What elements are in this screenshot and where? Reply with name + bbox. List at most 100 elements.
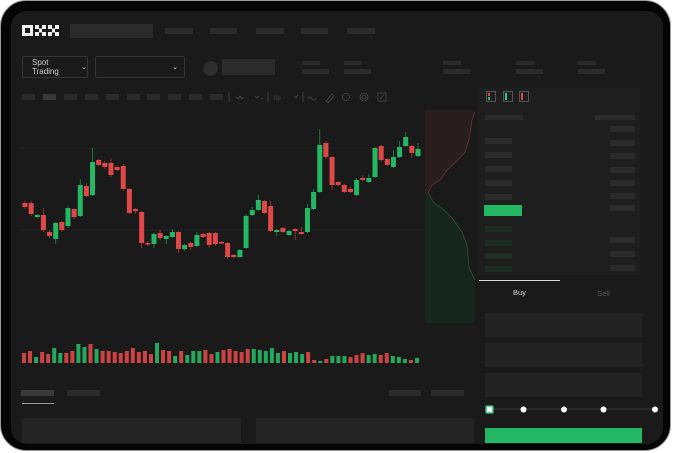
- timeframe-button[interactable]: [85, 94, 98, 100]
- candle: [40, 208, 46, 232]
- candle-body: [90, 162, 96, 195]
- market-select[interactable]: Spot Trading ⌄: [22, 56, 88, 78]
- amount-input[interactable]: [485, 343, 642, 367]
- candle-body: [354, 180, 360, 195]
- order-book-header-price: [485, 115, 523, 120]
- candle: [151, 232, 157, 248]
- volume-bar: [185, 355, 190, 363]
- volume-bar: [88, 344, 93, 363]
- slider-step[interactable]: [520, 406, 527, 413]
- candle: [59, 221, 65, 232]
- depth-asks-area: [425, 110, 475, 195]
- ask-amount: [610, 140, 635, 146]
- search-bar[interactable]: [70, 24, 153, 38]
- volume-bar: [191, 351, 196, 363]
- filter-button[interactable]: [389, 390, 421, 396]
- last-price: [484, 205, 522, 216]
- candle: [415, 143, 421, 157]
- volume-bar: [58, 353, 63, 363]
- book-bids-icon: [503, 91, 513, 102]
- timeframe-button[interactable]: [147, 94, 160, 100]
- timeframe-button[interactable]: [127, 94, 140, 100]
- pair-select[interactable]: ⌄: [95, 56, 185, 78]
- candle-body: [268, 206, 274, 231]
- candle-body: [163, 236, 169, 239]
- volume-bar: [209, 354, 214, 363]
- filter-button[interactable]: [431, 390, 464, 396]
- volume-bar: [294, 352, 299, 363]
- tab-buy[interactable]: Buy: [513, 288, 526, 297]
- candle: [225, 242, 231, 259]
- timeframe-button[interactable]: [168, 94, 181, 100]
- slider-handle[interactable]: [485, 405, 494, 414]
- nav-item[interactable]: [256, 28, 284, 34]
- candle-body: [225, 243, 231, 257]
- timeframe-button[interactable]: [210, 94, 223, 100]
- stat-value: [516, 69, 543, 74]
- candle: [341, 184, 347, 193]
- candle-body: [403, 137, 409, 146]
- volume-bar: [408, 360, 413, 363]
- candle: [243, 214, 249, 249]
- slider-step[interactable]: [561, 406, 567, 413]
- timeframe-button[interactable]: [106, 94, 119, 100]
- volume-bar: [288, 353, 293, 363]
- tab-open-orders[interactable]: [21, 390, 54, 396]
- candle-body: [71, 209, 77, 217]
- candle-body: [280, 228, 286, 232]
- timeframe-button[interactable]: [22, 94, 35, 100]
- candle: [304, 204, 310, 233]
- candle: [237, 249, 243, 258]
- candle-body: [274, 230, 280, 232]
- candle: [114, 166, 120, 171]
- candle-body: [335, 182, 341, 185]
- candle-body: [317, 145, 323, 192]
- nav-item[interactable]: [301, 28, 328, 34]
- candle-body: [397, 147, 403, 157]
- volume-bar: [396, 357, 401, 363]
- candle-body: [323, 143, 329, 157]
- volume-bar: [100, 351, 105, 363]
- volume-bar: [342, 356, 347, 363]
- volume-bar: [215, 352, 220, 363]
- timeframe-button[interactable]: [64, 94, 77, 100]
- line-tool-icon: [307, 96, 317, 101]
- candle-body: [139, 212, 145, 243]
- tab-order-history[interactable]: [67, 390, 100, 396]
- volume-bar: [415, 358, 419, 363]
- candle: [108, 158, 114, 177]
- volume-bar: [402, 359, 407, 363]
- volume-bar: [197, 351, 202, 363]
- slider-step[interactable]: [600, 406, 607, 413]
- nav-item[interactable]: [210, 28, 237, 34]
- stat-value: [578, 69, 605, 74]
- candle: [53, 222, 59, 244]
- candle-body: [133, 209, 139, 211]
- buy-button[interactable]: [485, 428, 642, 443]
- bid-amount: [610, 265, 635, 271]
- nav-item[interactable]: [347, 28, 375, 34]
- tab-sell[interactable]: Sell: [597, 289, 610, 298]
- candle-body: [243, 216, 249, 248]
- stat-label: [516, 61, 534, 65]
- timeframe-button[interactable]: [43, 94, 56, 100]
- slider-step[interactable]: [652, 406, 658, 413]
- frame-bottom-bezel: [0, 443, 673, 453]
- price-input[interactable]: [485, 313, 642, 337]
- chevron-down-icon: ⌄: [81, 64, 87, 71]
- candle: [22, 201, 28, 209]
- volume-bar: [300, 354, 305, 363]
- pair-name: [222, 59, 275, 75]
- candle: [65, 206, 71, 228]
- total-input[interactable]: [485, 373, 642, 397]
- volume-bar: [28, 351, 33, 363]
- candle: [77, 179, 83, 217]
- nav-item[interactable]: [165, 28, 193, 34]
- candle-body: [83, 186, 89, 196]
- volume-bar: [106, 351, 111, 363]
- candle-body: [40, 215, 46, 230]
- volume-bar: [372, 354, 377, 363]
- timeframe-button[interactable]: [189, 94, 202, 100]
